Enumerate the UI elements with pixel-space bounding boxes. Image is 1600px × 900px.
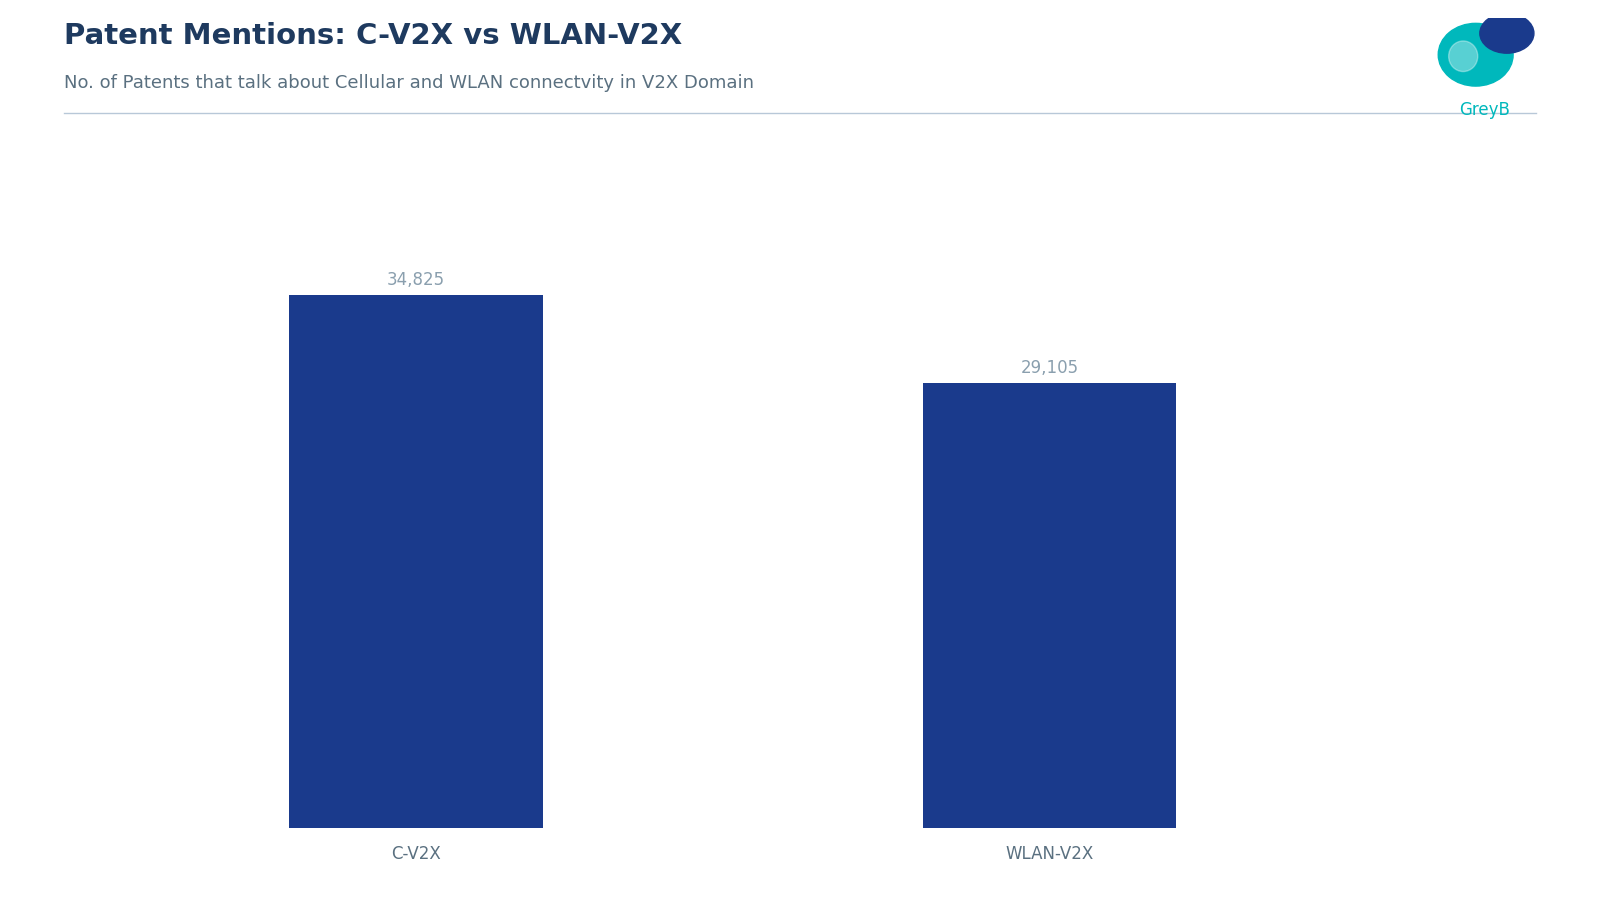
Text: GreyB: GreyB bbox=[1459, 101, 1510, 119]
Bar bbox=[923, 382, 1176, 828]
Ellipse shape bbox=[1448, 41, 1478, 72]
Ellipse shape bbox=[1438, 23, 1514, 86]
Bar bbox=[290, 295, 542, 828]
Circle shape bbox=[1480, 14, 1534, 53]
Text: 34,825: 34,825 bbox=[387, 271, 445, 289]
Text: No. of Patents that talk about Cellular and WLAN connectvity in V2X Domain: No. of Patents that talk about Cellular … bbox=[64, 74, 754, 92]
Text: 29,105: 29,105 bbox=[1021, 358, 1078, 376]
Text: Patent Mentions: C-V2X vs WLAN-V2X: Patent Mentions: C-V2X vs WLAN-V2X bbox=[64, 22, 682, 50]
